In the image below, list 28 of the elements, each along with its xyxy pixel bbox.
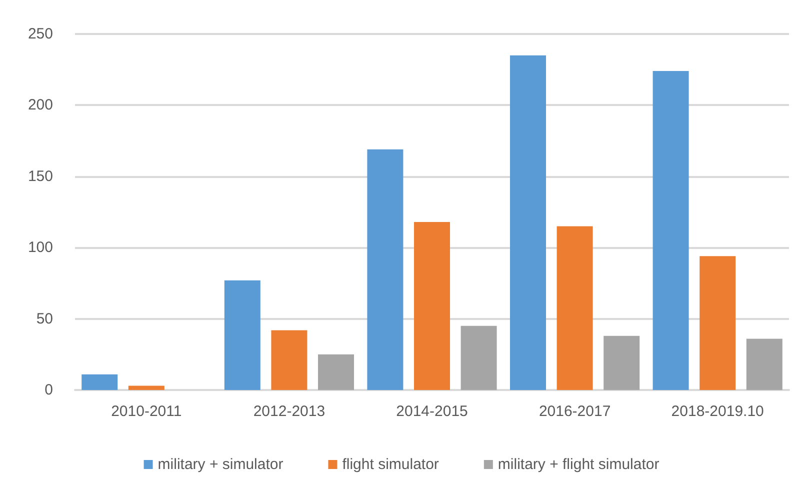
legend-label: military + flight simulator [498,456,660,473]
y-tick-label: 250 [28,26,53,42]
bar [700,256,736,390]
bar [604,336,640,390]
bar [746,338,782,390]
x-tick-label: 2012-2013 [253,403,326,420]
x-tick-label: 2016-2017 [538,403,611,420]
y-tick-label: 150 [28,168,53,185]
bar [318,354,354,390]
legend-label: military + simulator [158,456,284,473]
bar [460,326,497,390]
bar [128,386,164,390]
bar [652,71,689,390]
y-tick-label: 0 [44,382,53,398]
x-tick-label: 2010-2011 [111,403,182,420]
bar [271,330,308,390]
y-tick-label: 200 [28,96,53,114]
y-tick-label: 50 [36,310,53,328]
x-tick-label: 2014-2015 [396,403,468,420]
y-tick-label: 100 [28,239,53,256]
x-tick-label: 2018-2019.10 [671,403,764,420]
bar [82,374,118,390]
bar [367,149,404,390]
legend-label: flight simulator [342,456,439,473]
bar [510,55,546,390]
bar [414,222,450,390]
bar [224,280,260,390]
bar [556,226,593,390]
